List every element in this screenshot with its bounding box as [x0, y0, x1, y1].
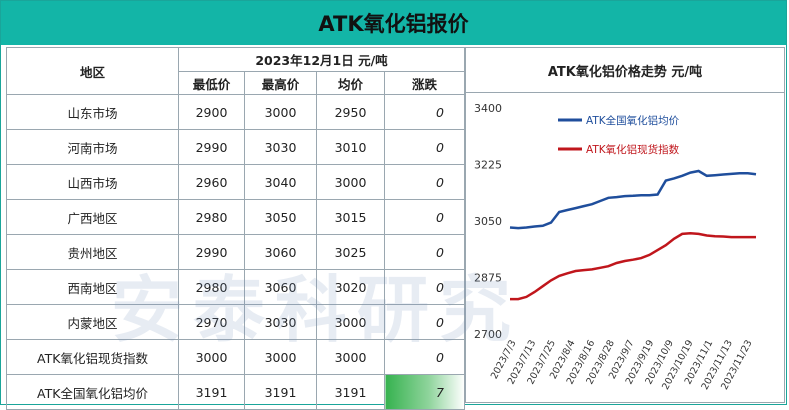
change-cell: 0 — [384, 164, 465, 200]
table-row: 山东市场 2900 3000 2950 0 — [6, 94, 465, 130]
low-cell: 2980 — [178, 199, 245, 235]
low-cell: 2970 — [178, 304, 245, 340]
region-cell: 内蒙地区 — [6, 304, 179, 340]
high-cell: 3030 — [244, 129, 317, 165]
avg-cell: 3025 — [316, 234, 385, 270]
low-cell: 2990 — [178, 234, 245, 270]
y-tick-label: 3225 — [474, 159, 502, 172]
price-table: 地区 2023年12月1日 元/吨 最低价 最高价 均价 涨跌 山东市场 290… — [6, 47, 465, 410]
avg-cell: 3000 — [316, 164, 385, 200]
avg-cell: 3015 — [316, 199, 385, 235]
region-cell: ATK氧化铝现货指数 — [6, 339, 179, 375]
legend-label: ATK全国氧化铝均价 — [586, 114, 680, 127]
high-cell: 3000 — [244, 94, 317, 130]
high-cell: 3060 — [244, 234, 317, 270]
region-cell: 西南地区 — [6, 269, 179, 305]
price-trend-chart-panel: ATK氧化铝价格走势 元/吨 2700 2875 3050 3225 3400 ATK全国… — [465, 47, 785, 403]
region-cell: 山西市场 — [6, 164, 179, 200]
change-cell: 0 — [384, 234, 465, 270]
region-header: 地区 — [6, 47, 179, 95]
series-line-spot-index — [510, 232, 756, 301]
table-row: 内蒙地区 2970 3030 3000 0 — [6, 304, 465, 340]
low-cell: 2900 — [178, 94, 245, 130]
change-cell: 0 — [384, 304, 465, 340]
change-cell-positive: 7 — [384, 374, 465, 410]
y-tick-label: 3050 — [474, 215, 502, 228]
high-cell: 3000 — [244, 339, 317, 375]
region-cell: ATK全国氧化铝均价 — [6, 374, 179, 410]
high-cell: 3060 — [244, 269, 317, 305]
high-cell: 3050 — [244, 199, 317, 235]
table-row: 贵州地区 2990 3060 3025 0 — [6, 234, 465, 270]
region-cell: 贵州地区 — [6, 234, 179, 270]
low-cell: 3000 — [178, 339, 245, 375]
y-tick-label: 2700 — [474, 328, 502, 341]
avg-price-header: 均价 — [316, 71, 385, 95]
legend-label: ATK氧化铝现货指数 — [586, 143, 680, 156]
change-header: 涨跌 — [384, 71, 465, 95]
change-cell: 0 — [384, 269, 465, 305]
high-cell: 3191 — [244, 374, 317, 410]
change-cell: 0 — [384, 339, 465, 375]
region-cell: 山东市场 — [6, 94, 179, 130]
chart-title: ATK氧化铝价格走势 元/吨 — [466, 48, 784, 93]
low-cell: 2960 — [178, 164, 245, 200]
table-row: 河南市场 2990 3030 3010 0 — [6, 129, 465, 165]
low-cell: 2980 — [178, 269, 245, 305]
avg-cell: 3000 — [316, 304, 385, 340]
avg-cell: 3010 — [316, 129, 385, 165]
series-line-national-average — [509, 169, 757, 230]
table-row: 山西市场 2960 3040 3000 0 — [6, 164, 465, 200]
change-cell: 0 — [384, 199, 465, 235]
avg-cell: 2950 — [316, 94, 385, 130]
low-price-header: 最低价 — [178, 71, 245, 95]
table-row: ATK氧化铝现货指数 3000 3000 3000 0 — [6, 339, 465, 375]
high-price-header: 最高价 — [244, 71, 317, 95]
table-row: 广西地区 2980 3050 3015 0 — [6, 199, 465, 235]
region-cell: 河南市场 — [6, 129, 179, 165]
y-tick-label: 2875 — [474, 272, 502, 285]
high-cell: 3030 — [244, 304, 317, 340]
table-row: 西南地区 2980 3060 3020 0 — [6, 269, 465, 305]
avg-cell: 3020 — [316, 269, 385, 305]
report-title: ATK氧化铝报价 — [1, 1, 786, 45]
table-row: ATK全国氧化铝均价 3191 3191 3191 7 — [6, 374, 465, 410]
change-cell: 0 — [384, 94, 465, 130]
avg-cell: 3000 — [316, 339, 385, 375]
low-cell: 2990 — [178, 129, 245, 165]
low-cell: 3191 — [178, 374, 245, 410]
y-tick-label: 3400 — [474, 102, 502, 115]
high-cell: 3040 — [244, 164, 317, 200]
change-cell: 0 — [384, 129, 465, 165]
date-header: 2023年12月1日 元/吨 — [178, 47, 465, 72]
region-cell: 广西地区 — [6, 199, 179, 235]
price-trend-chart: 2700 2875 3050 3225 3400 ATK全国氧化铝均价 ATK氧化铝现货指数… — [474, 102, 757, 392]
avg-cell: 3191 — [316, 374, 385, 410]
